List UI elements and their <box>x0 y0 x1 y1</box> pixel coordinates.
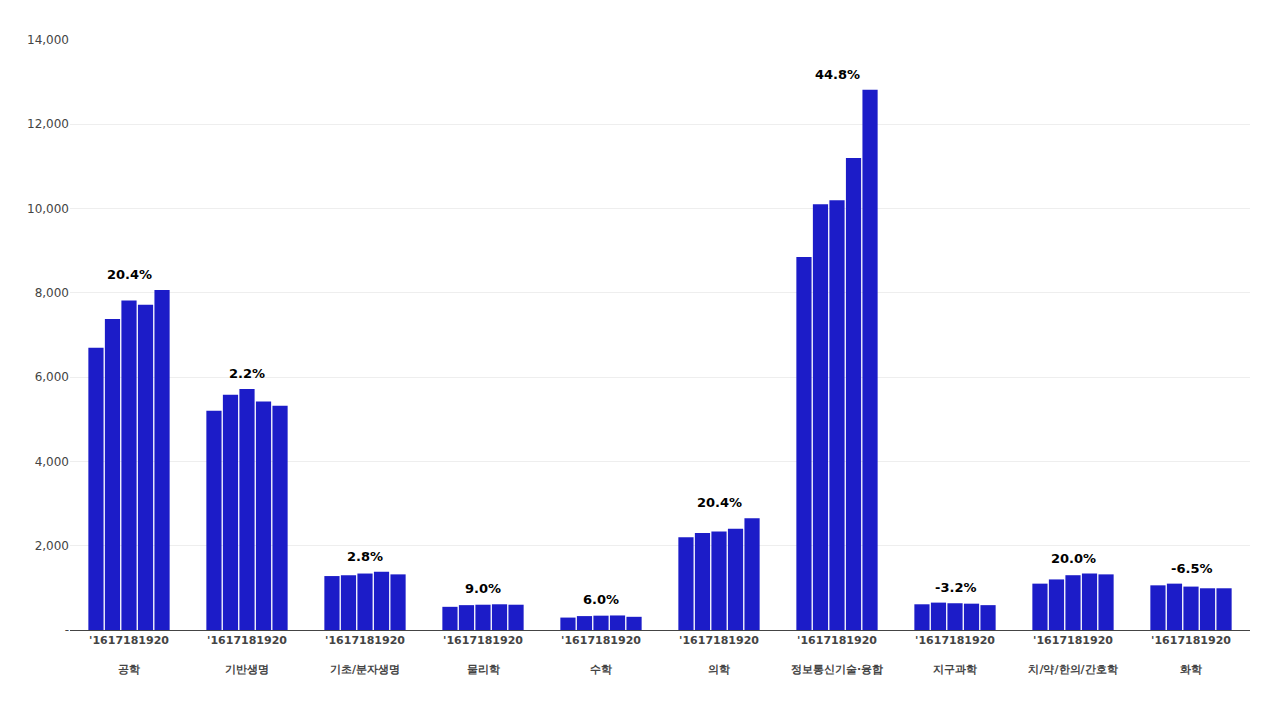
svg-text:20.4%: 20.4% <box>697 495 742 510</box>
svg-text:8,000: 8,000 <box>35 286 69 300</box>
svg-text:2.2%: 2.2% <box>229 366 265 381</box>
svg-text:6,000: 6,000 <box>35 370 69 384</box>
svg-text:'1617181920기반생명: '1617181920기반생명 <box>207 634 287 676</box>
svg-text:2,000: 2,000 <box>35 539 69 553</box>
svg-text:2.8%: 2.8% <box>347 549 383 564</box>
svg-text:14,000: 14,000 <box>27 33 69 47</box>
svg-text:'1617181920지구과학: '1617181920지구과학 <box>915 634 995 676</box>
svg-text:-6.5%: -6.5% <box>1171 561 1212 576</box>
svg-text:'1617181920의학: '1617181920의학 <box>679 634 759 676</box>
svg-text:'1617181920수학: '1617181920수학 <box>561 634 641 676</box>
svg-text:-: - <box>65 623 69 637</box>
svg-text:20.0%: 20.0% <box>1051 551 1096 566</box>
svg-text:'1617181920정보통신기술·융합: '1617181920정보통신기술·융합 <box>791 634 883 676</box>
svg-text:'1617181920공학: '1617181920공학 <box>89 634 169 676</box>
svg-text:'1617181920치/약/한의/간호학: '1617181920치/약/한의/간호학 <box>1028 634 1117 676</box>
svg-text:12,000: 12,000 <box>27 117 69 131</box>
svg-text:44.8%: 44.8% <box>815 67 860 82</box>
svg-text:'1617181920화학: '1617181920화학 <box>1151 634 1231 676</box>
svg-text:10,000: 10,000 <box>27 202 69 216</box>
svg-text:'1617181920물리학: '1617181920물리학 <box>443 634 523 676</box>
svg-text:9.0%: 9.0% <box>465 581 501 596</box>
svg-text:-3.2%: -3.2% <box>935 580 976 595</box>
svg-text:20.4%: 20.4% <box>107 267 152 282</box>
svg-text:6.0%: 6.0% <box>583 592 619 607</box>
svg-text:4,000: 4,000 <box>35 455 69 469</box>
svg-text:'1617181920기초/분자생명: '1617181920기초/분자생명 <box>325 634 405 676</box>
